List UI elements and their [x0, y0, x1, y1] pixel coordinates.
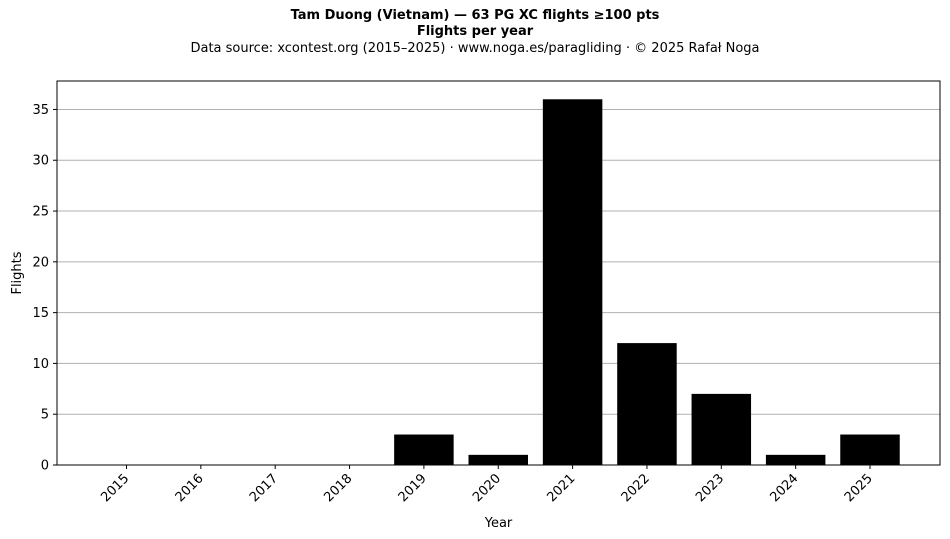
chart-source-line: Data source: xcontest.org (2015–2025) · … — [190, 41, 760, 56]
y-tick-label: 30 — [32, 154, 49, 169]
x-tick-label: 2022 — [619, 471, 653, 505]
x-tick-label: 2021 — [544, 471, 578, 505]
bar — [840, 434, 900, 465]
x-axis-label: Year — [484, 516, 513, 531]
x-tick-label: 2016 — [173, 471, 207, 505]
y-gridlines — [57, 108, 940, 415]
x-tick-label: 2025 — [842, 471, 876, 505]
y-tick-label: 25 — [32, 205, 49, 220]
y-tick-label: 20 — [32, 255, 49, 270]
y-tick-label: 10 — [32, 357, 49, 372]
bar — [765, 454, 826, 465]
y-axis: 0 5 10 15 20 25 30 35 — [32, 103, 57, 474]
x-tick-label: 2017 — [247, 471, 281, 505]
chart-title: Tam Duong (Vietnam) — 63 PG XC flights ≥… — [290, 8, 660, 23]
x-tick-label: 2018 — [321, 471, 355, 505]
bar — [542, 99, 603, 466]
y-axis-label: Flights — [10, 251, 25, 294]
bar — [617, 343, 677, 465]
x-axis: 2015 2016 2017 2018 2019 2020 2021 2022 2023 2024… — [98, 465, 876, 505]
bars — [394, 99, 900, 466]
plot-frame — [56, 80, 941, 466]
y-tick-label: 0 — [41, 459, 49, 474]
y-tick-label: 15 — [32, 306, 49, 321]
bar — [394, 434, 454, 465]
x-tick-label: 2015 — [98, 471, 132, 505]
x-tick-label: 2024 — [767, 471, 801, 505]
y-tick-label: 35 — [32, 103, 49, 118]
x-tick-label: 2019 — [396, 471, 430, 505]
x-tick-label: 2020 — [470, 471, 504, 505]
x-tick-label: 2023 — [693, 471, 727, 505]
bar — [468, 454, 528, 465]
bar — [691, 393, 752, 465]
chart-subtitle: Flights per year — [416, 24, 534, 39]
chart-title-block: Tam Duong (Vietnam) — 63 PG XC flights ≥… — [0, 8, 950, 58]
y-tick-label: 5 — [41, 408, 49, 423]
